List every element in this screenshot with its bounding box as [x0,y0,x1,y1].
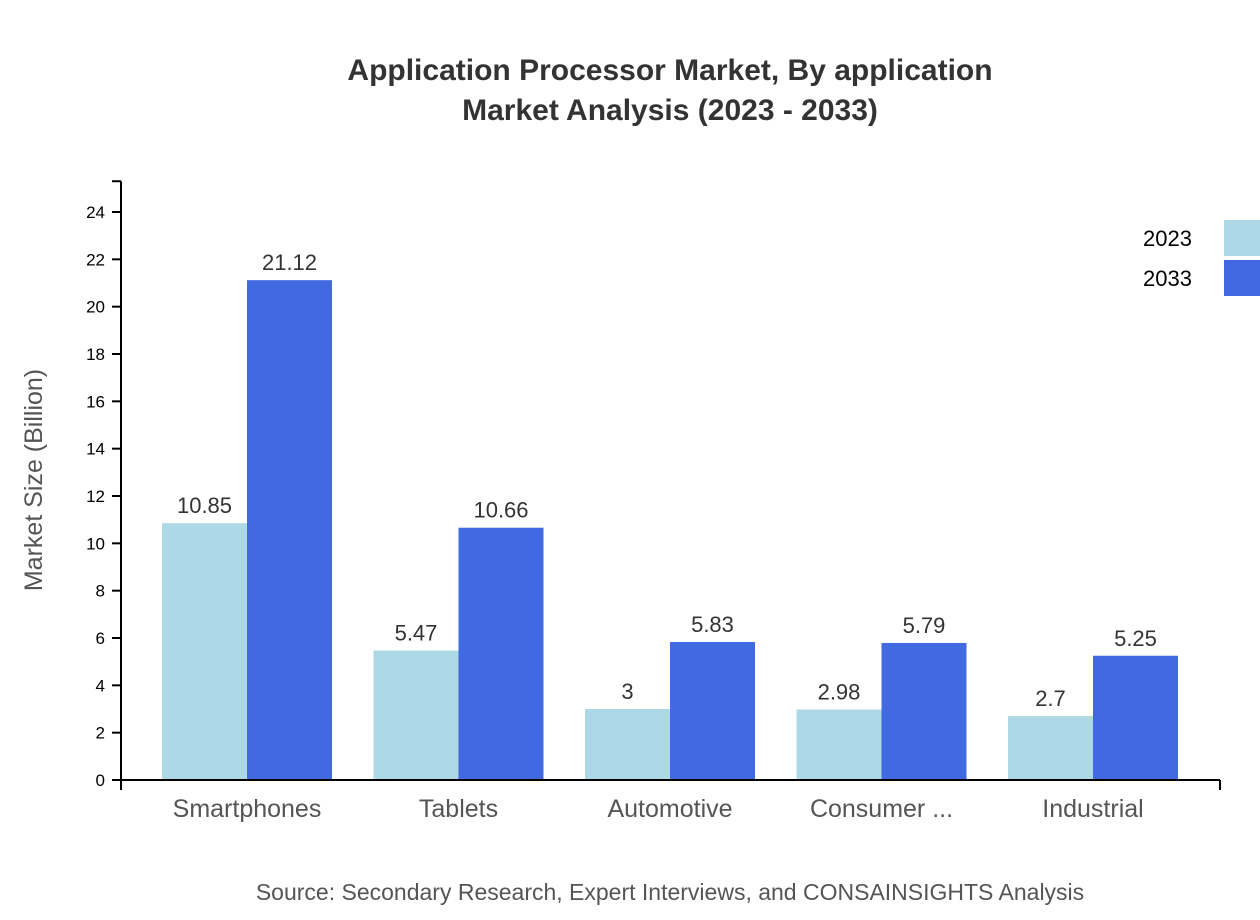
y-tick-label: 12 [86,487,105,506]
y-tick-label: 22 [86,250,105,269]
y-tick-label: 2 [96,724,105,743]
bar-2033 [670,642,755,780]
bar-2023 [796,709,882,780]
y-tick-label: 14 [86,440,105,459]
legend-swatch-2033 [1224,260,1260,296]
legend-label: 2023 [1143,226,1192,251]
bar-2023 [373,650,459,780]
bar-value-label: 5.79 [903,613,946,638]
y-tick-label: 8 [96,582,105,601]
x-tick-label: Smartphones [173,795,322,823]
y-tick-label: 20 [86,298,105,317]
y-tick-label: 16 [86,392,105,411]
y-tick-label: 6 [96,629,105,648]
legend: 2023 2033 [1143,220,1260,296]
bar-2033 [247,280,332,780]
bar-2033 [881,642,967,780]
y-tick-label: 10 [86,534,105,553]
bar-value-label: 21.12 [262,250,317,275]
bar-value-label: 3 [621,679,633,704]
x-tick-label: Tablets [419,795,498,823]
bar-value-label: 2.98 [818,679,861,704]
y-tick-label: 0 [96,771,105,790]
bar-2023 [585,709,670,780]
y-tick-label: 18 [86,345,105,364]
bar-value-label: 2.7 [1035,686,1066,711]
legend-label: 2033 [1143,266,1192,291]
bar-value-label: 5.47 [395,621,438,646]
bars: 10.85 21.12 5.47 10.66 3 5.83 2.98 5.79 2.7 5.25 [162,250,1178,780]
legend-swatch-2023 [1224,220,1260,256]
bar-value-label: 5.25 [1114,626,1157,651]
bar-value-label: 10.85 [177,493,232,518]
x-axis: Smartphones Tablets Automotive Consumer ...… [120,779,1221,823]
bar-2033 [458,527,544,780]
bar-2023 [1008,716,1093,780]
x-tick-label: Industrial [1042,795,1143,823]
bar-2033 [1093,655,1178,780]
source-note: Source: Secondary Research, Expert Inter… [256,879,1084,905]
chart-title: Application Processor Market, By applica… [347,54,992,87]
x-tick-label: Consumer ... [810,795,953,823]
bar-2023 [162,523,247,780]
y-axis-label: Market Size (Billion) [20,369,48,591]
y-tick-label: 4 [96,676,105,695]
bar-value-label: 10.66 [473,498,528,523]
chart-subtitle: Market Analysis (2023 - 2033) [462,94,878,127]
x-tick-label: Automotive [607,795,732,823]
bar-value-label: 5.83 [691,612,734,637]
y-tick-label: 24 [86,203,105,222]
